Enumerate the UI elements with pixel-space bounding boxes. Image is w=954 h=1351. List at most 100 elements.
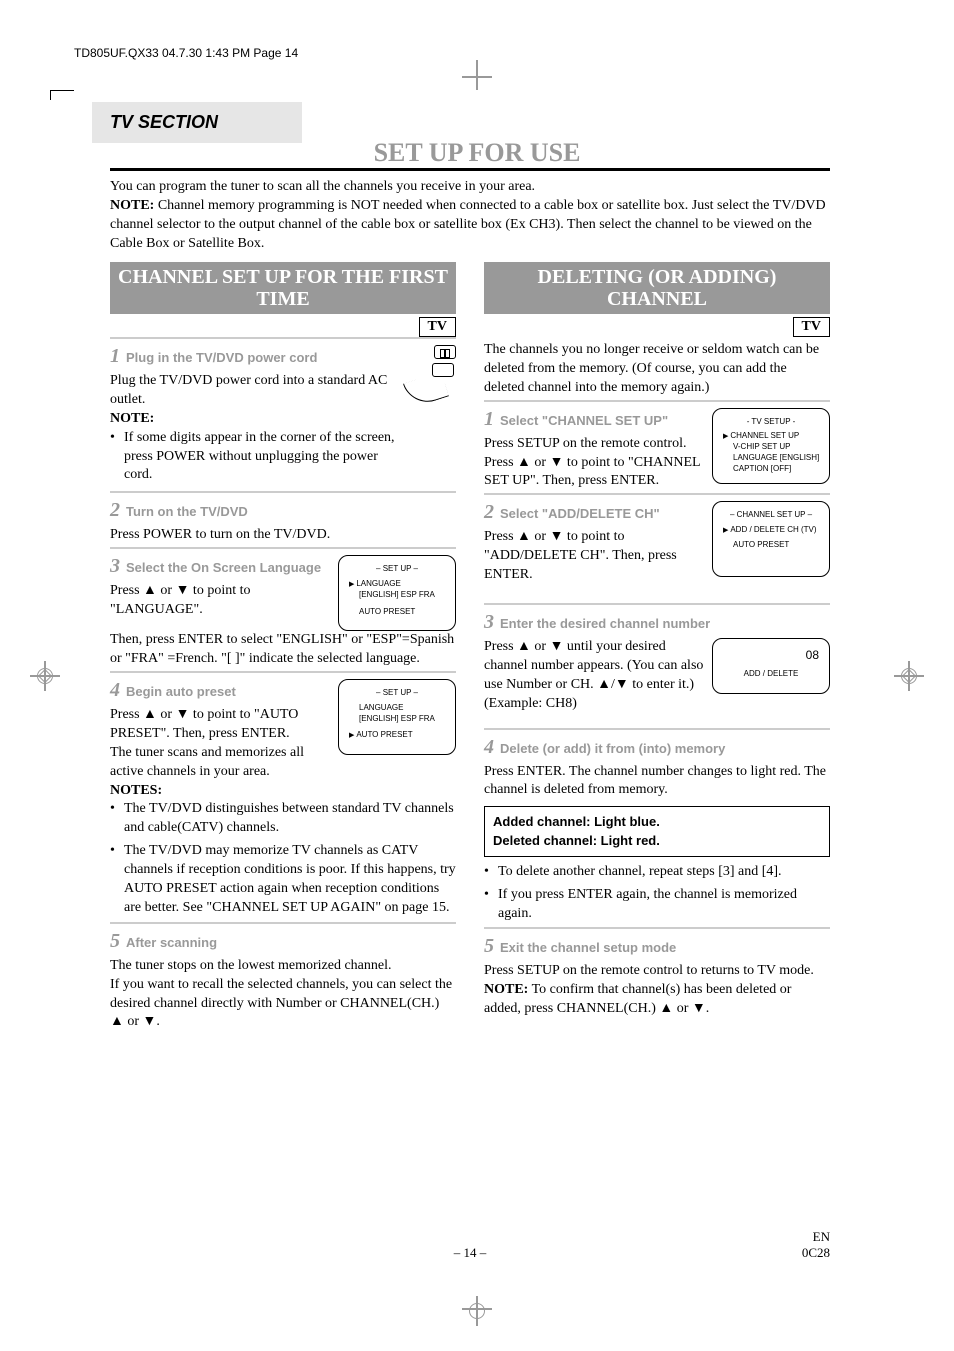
rule <box>110 337 456 339</box>
step-number: 5 <box>484 935 494 957</box>
r-step3-head: Enter the desired channel number <box>500 616 710 631</box>
osd-add-delete-label: ADD / DELETE <box>723 669 819 680</box>
osd-setup-2: – SET UP – LANGUAGE [ENGLISH] ESP FRA AU… <box>338 679 456 755</box>
rule <box>110 671 456 673</box>
rule <box>110 491 456 493</box>
step5-head: After scanning <box>126 935 217 950</box>
note-line: Deleted channel: Light red. <box>493 832 821 850</box>
r-step2-body: Press ▲ or ▼ to point to "ADD/DELETE CH"… <box>484 528 704 585</box>
r-step5-note: To confirm that channel(s) has been dele… <box>484 982 791 1016</box>
osd-row: V-CHIP SET UP <box>723 442 819 453</box>
rule <box>484 400 830 402</box>
crop-mark <box>469 1303 485 1319</box>
step-number: 4 <box>484 736 494 758</box>
title-rule <box>110 168 830 171</box>
step-number: 5 <box>110 930 120 952</box>
plug-icon <box>408 345 456 401</box>
step-number: 4 <box>110 679 120 701</box>
osd-row: ADD / DELETE CH (TV) <box>723 525 819 536</box>
r-step5-note-label: NOTE: <box>484 982 528 997</box>
step5-body1: The tuner stops on the lowest memorized … <box>110 957 456 976</box>
step1-head: Plug in the TV/DVD power cord <box>126 350 317 365</box>
step5-body2: If you want to recall the selected chann… <box>110 976 456 1033</box>
notes-bullet: The TV/DVD distinguishes between standar… <box>110 800 456 838</box>
crop-mark <box>476 60 478 90</box>
step4-body1: Press ▲ or ▼ to point to "AUTO PRESET". … <box>110 706 330 744</box>
step-number: 3 <box>484 611 494 633</box>
r-step1-head: Select "CHANNEL SET UP" <box>500 413 668 428</box>
osd-row: [ENGLISH] ESP FRA <box>349 590 445 601</box>
r-step2-head: Select "ADD/DELETE CH" <box>500 506 660 521</box>
post-bullet: If you press ENTER again, the channel is… <box>484 886 830 924</box>
rule <box>110 922 456 924</box>
osd-title: – SET UP – <box>349 688 445 699</box>
osd-row: CHANNEL SET UP <box>723 431 819 442</box>
notes-bullet: The TV/DVD may memorize TV channels as C… <box>110 842 456 918</box>
osd-title: – SET UP – <box>349 564 445 575</box>
r-step4-body: Press ENTER. The channel number changes … <box>484 763 830 801</box>
rule <box>484 728 830 730</box>
osd-title: - TV SETUP - <box>723 417 819 428</box>
color-note-box: Added channel: Light blue. Deleted chann… <box>484 806 830 856</box>
intro-note-label: NOTE: <box>110 198 154 213</box>
osd-title: – CHANNEL SET UP – <box>723 510 819 521</box>
section-label: TV SECTION <box>92 102 302 143</box>
step-number: 1 <box>110 345 120 367</box>
step3-body1: Press ▲ or ▼ to point to "LANGUAGE". <box>110 582 330 620</box>
page-number: – 14 – <box>110 1245 830 1261</box>
step1-body: Plug the TV/DVD power cord into a standa… <box>110 372 400 410</box>
tv-badge: TV <box>793 317 830 337</box>
rule <box>484 603 830 605</box>
osd-row: AUTO PRESET <box>349 607 445 618</box>
step4-head: Begin auto preset <box>126 684 236 699</box>
note-line: Added channel: Light blue. <box>493 813 821 831</box>
osd-setup-1: – SET UP – LANGUAGE [ENGLISH] ESP FRA AU… <box>338 555 456 631</box>
left-column: CHANNEL SET UP FOR THE FIRST TIME TV 1 Pl… <box>110 262 456 1032</box>
rule <box>110 547 456 549</box>
r-step5-body: Press SETUP on the remote control to ret… <box>484 962 830 981</box>
osd-row: LANGUAGE <box>349 703 445 714</box>
intro-note-body: Channel memory programming is NOT needed… <box>110 198 826 251</box>
right-column: DELETING (OR ADDING) CHANNEL TV The chan… <box>484 262 830 1032</box>
step-number: 2 <box>110 499 120 521</box>
osd-row: [ENGLISH] ESP FRA <box>349 714 445 725</box>
tv-badge: TV <box>419 317 456 337</box>
prepress-header: TD805UF.QX33 04.7.30 1:43 PM Page 14 <box>74 46 298 60</box>
step4-body2: The tuner scans and memorizes all active… <box>110 744 330 782</box>
step2-body: Press POWER to turn on the TV/DVD. <box>110 526 456 545</box>
intro-line1: You can program the tuner to scan all th… <box>110 178 830 197</box>
intro-text: You can program the tuner to scan all th… <box>110 178 830 254</box>
osd-row: LANGUAGE <box>349 579 445 590</box>
page-title: SET UP FOR USE <box>0 138 954 168</box>
osd-channel-number: 08 ADD / DELETE <box>712 638 830 694</box>
osd-tvsetup: - TV SETUP - CHANNEL SET UP V-CHIP SET U… <box>712 408 830 484</box>
step-number: 3 <box>110 555 120 577</box>
step3-head: Select the On Screen Language <box>126 560 321 575</box>
step-number: 2 <box>484 501 494 523</box>
notes-label: NOTES: <box>110 783 162 798</box>
trim-corner <box>50 90 74 100</box>
step2-head: Turn on the TV/DVD <box>126 504 248 519</box>
step3-body2: Then, press ENTER to select "ENGLISH" or… <box>110 631 456 669</box>
r-step1-body: Press SETUP on the remote control. Press… <box>484 435 704 492</box>
rule <box>484 927 830 929</box>
osd-row: AUTO PRESET <box>349 730 445 741</box>
step1-note-label: NOTE: <box>110 411 154 426</box>
step1-bullet: If some digits appear in the corner of t… <box>110 429 400 486</box>
left-band: CHANNEL SET UP FOR THE FIRST TIME <box>110 262 456 314</box>
rule <box>484 493 830 495</box>
r-step3-body: Press ▲ or ▼ until your desired channel … <box>484 638 704 714</box>
r-step5-head: Exit the channel setup mode <box>500 940 676 955</box>
post-bullet: To delete another channel, repeat steps … <box>484 863 830 882</box>
osd-row: AUTO PRESET <box>723 540 819 551</box>
right-band: DELETING (OR ADDING) CHANNEL <box>484 262 830 314</box>
osd-row: CAPTION [OFF] <box>723 464 819 475</box>
osd-channel-value: 08 <box>723 647 819 663</box>
r-step4-head: Delete (or add) it from (into) memory <box>500 741 725 756</box>
osd-row: LANGUAGE [ENGLISH] <box>723 453 819 464</box>
crop-mark <box>462 76 492 78</box>
osd-channel-setup: – CHANNEL SET UP – ADD / DELETE CH (TV) … <box>712 501 830 577</box>
footer-lang: EN <box>802 1229 830 1245</box>
step-number: 1 <box>484 408 494 430</box>
footer-code: 0C28 <box>802 1245 830 1261</box>
